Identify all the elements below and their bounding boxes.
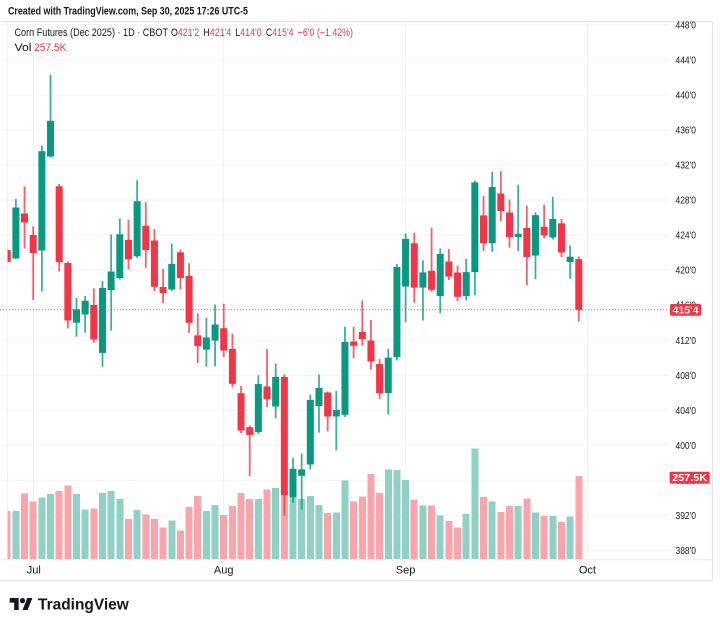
svg-text:424'0: 424'0 bbox=[676, 230, 697, 242]
svg-text:415'4: 415'4 bbox=[673, 305, 699, 316]
svg-text:414'0: 414'0 bbox=[240, 27, 261, 39]
svg-text:428'0: 428'0 bbox=[676, 195, 697, 207]
svg-text:388'0: 388'0 bbox=[676, 545, 697, 557]
svg-text:H: H bbox=[203, 27, 209, 39]
svg-text:257.5K: 257.5K bbox=[34, 42, 67, 54]
svg-text:415'4: 415'4 bbox=[272, 27, 293, 39]
svg-text:L: L bbox=[235, 27, 240, 39]
svg-text:Created with TradingView.com,: Created with TradingView.com, Sep 30, 20… bbox=[8, 6, 248, 18]
svg-text:TradingView: TradingView bbox=[38, 597, 129, 614]
svg-text:404'0: 404'0 bbox=[676, 405, 697, 417]
svg-text:436'0: 436'0 bbox=[676, 125, 697, 137]
svg-text:444'0: 444'0 bbox=[676, 54, 697, 66]
svg-text:420'0: 420'0 bbox=[676, 265, 697, 277]
svg-text:−6'0 (−1.42%): −6'0 (−1.42%) bbox=[298, 27, 353, 39]
svg-text:257.5K: 257.5K bbox=[672, 473, 708, 484]
svg-text:421'2: 421'2 bbox=[178, 27, 199, 39]
svg-text:O: O bbox=[171, 27, 178, 39]
svg-text:440'0: 440'0 bbox=[676, 90, 697, 102]
svg-text:Oct: Oct bbox=[579, 565, 596, 577]
svg-text:Aug: Aug bbox=[214, 565, 234, 577]
svg-text:432'0: 432'0 bbox=[676, 160, 697, 172]
svg-text:421'4: 421'4 bbox=[210, 27, 231, 39]
svg-text:C: C bbox=[266, 27, 272, 39]
svg-text:Vol: Vol bbox=[15, 42, 32, 54]
svg-text:408'0: 408'0 bbox=[676, 370, 697, 382]
svg-text:400'0: 400'0 bbox=[676, 440, 697, 452]
svg-text:392'0: 392'0 bbox=[676, 510, 697, 522]
svg-text:Jul: Jul bbox=[27, 565, 41, 577]
svg-text:Corn Futures (Dec 2025) · 1D ·: Corn Futures (Dec 2025) · 1D · CBOT bbox=[15, 27, 169, 39]
svg-text:Sep: Sep bbox=[396, 565, 416, 577]
svg-text:412'0: 412'0 bbox=[676, 335, 697, 347]
svg-text:448'0: 448'0 bbox=[676, 19, 697, 31]
